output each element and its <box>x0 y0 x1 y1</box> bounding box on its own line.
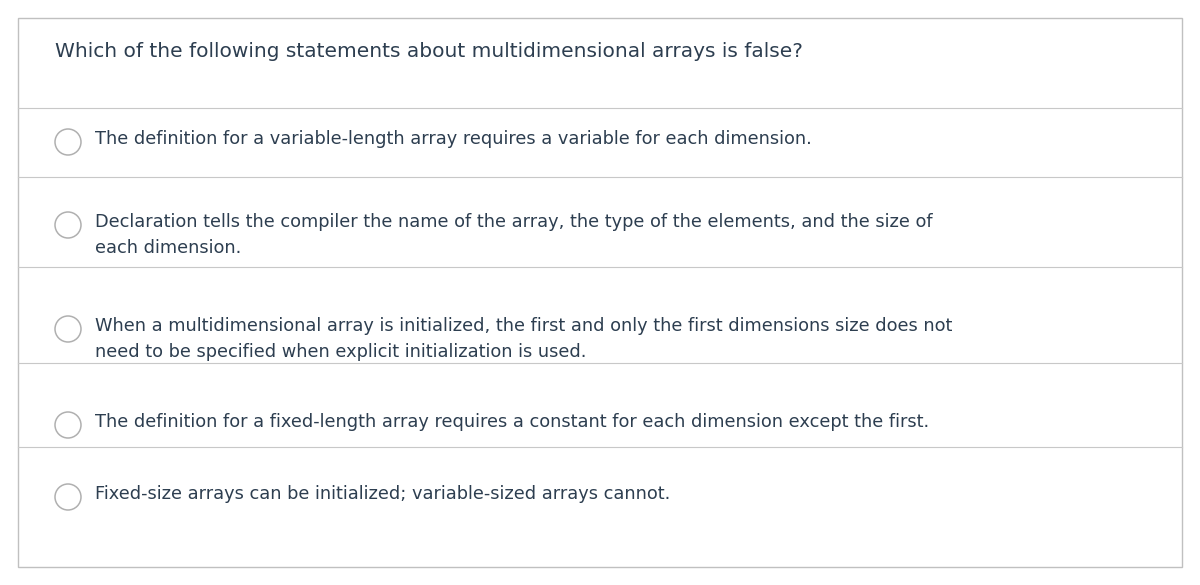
Text: When a multidimensional array is initialized, the first and only the first dimen: When a multidimensional array is initial… <box>95 317 953 361</box>
Text: The definition for a variable-length array requires a variable for each dimensio: The definition for a variable-length arr… <box>95 130 811 148</box>
Text: Declaration tells the compiler the name of the array, the type of the elements, : Declaration tells the compiler the name … <box>95 213 932 257</box>
Text: Which of the following statements about multidimensional arrays is false?: Which of the following statements about … <box>55 42 803 61</box>
Text: Fixed-size arrays can be initialized; variable-sized arrays cannot.: Fixed-size arrays can be initialized; va… <box>95 485 671 503</box>
Text: The definition for a fixed-length array requires a constant for each dimension e: The definition for a fixed-length array … <box>95 413 929 431</box>
FancyBboxPatch shape <box>18 18 1182 567</box>
